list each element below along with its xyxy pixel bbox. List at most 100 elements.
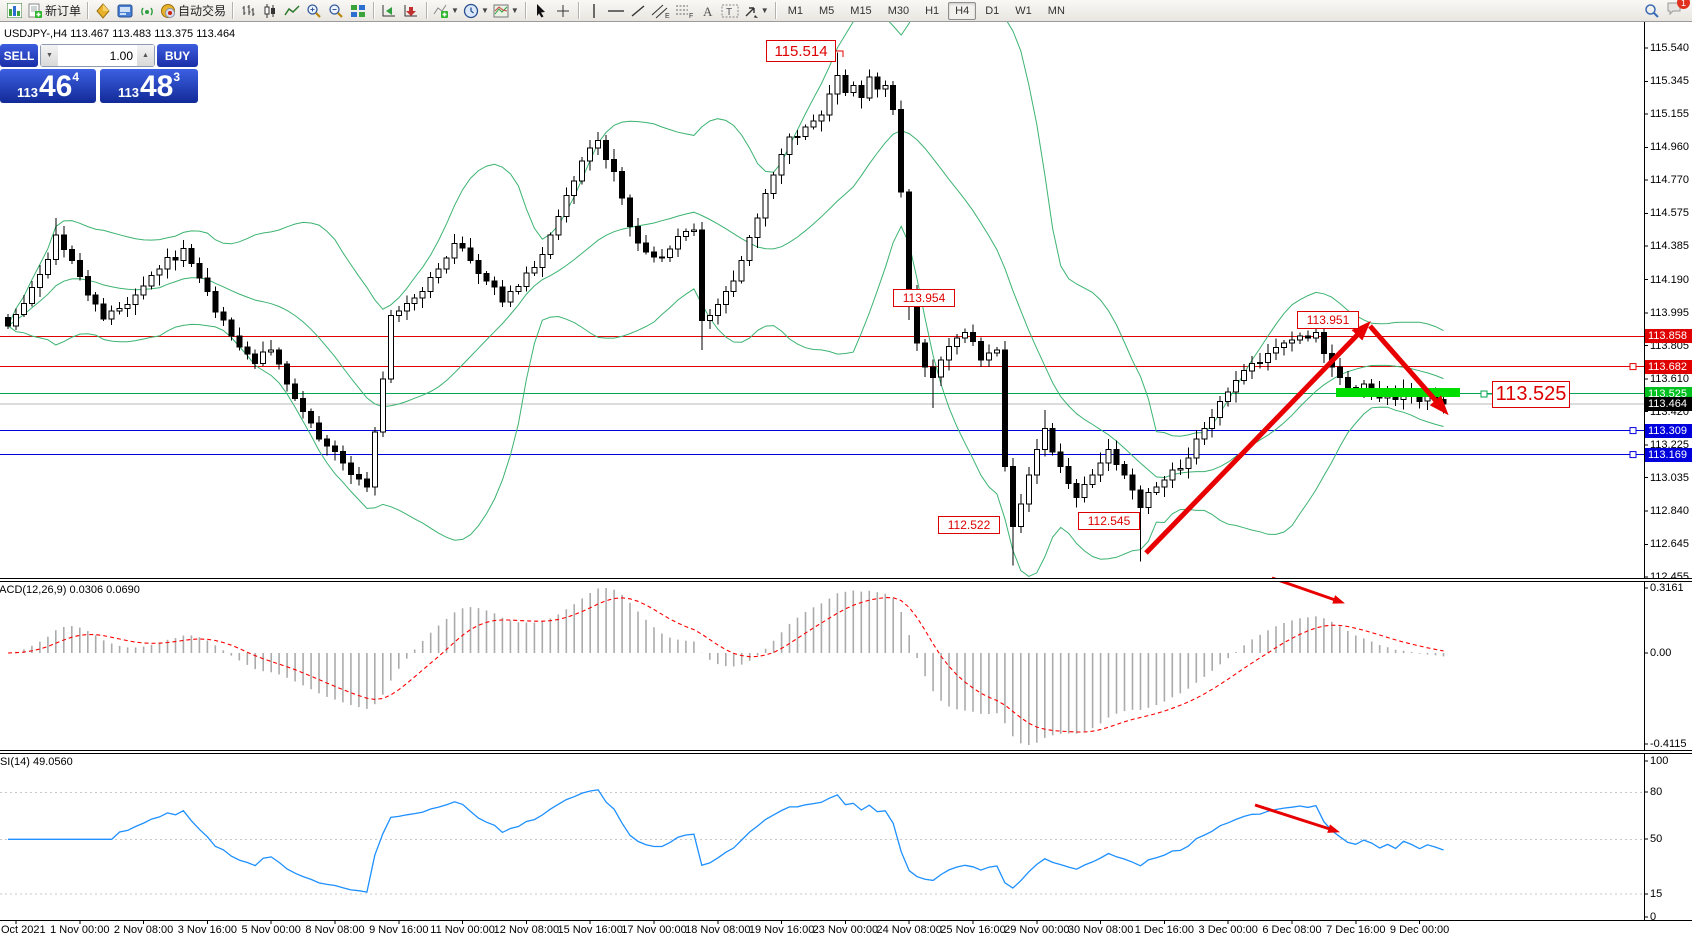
rsi-axis-label: 15	[1650, 888, 1663, 900]
annotation-label-112.522[interactable]: 112.522	[938, 516, 1000, 534]
svg-text:E: E	[665, 13, 670, 19]
macd-indicator-label: MACD(12,26,9) 0.0306 0.0690	[0, 584, 140, 596]
price-axis-label: 113.035	[1650, 471, 1689, 484]
annotation-label-113.951[interactable]: 113.951	[1297, 311, 1359, 329]
chart-shift-button[interactable]	[400, 1, 422, 21]
time-axis-label: 12 Nov 08:00	[493, 924, 560, 936]
trendline-tool[interactable]	[627, 1, 649, 21]
cursor-icon	[536, 3, 545, 17]
indicators-button[interactable]: ▼	[431, 1, 461, 21]
price-axis-label: 114.385	[1650, 240, 1689, 253]
annotation-label-113.525[interactable]: 113.525	[1492, 381, 1570, 408]
buy-price-sup: 3	[173, 70, 181, 84]
buy-button[interactable]: BUY	[157, 44, 198, 67]
timeframe-D1[interactable]: D1	[985, 4, 1000, 17]
price-axis-label: 114.190	[1650, 273, 1689, 286]
equidistant-channel-tool[interactable]: E	[649, 1, 673, 21]
time-axis-label: 29 Nov 00:00	[1004, 924, 1070, 936]
timeframe-M15[interactable]: M15	[850, 4, 872, 17]
vertical-line-tool[interactable]	[583, 1, 605, 21]
svg-text:T: T	[726, 7, 732, 18]
auto-trading-button[interactable]: 自动交易	[158, 1, 228, 21]
sell-price-display[interactable]: 113 46 4	[0, 69, 97, 103]
new-order-button[interactable]: 新订单	[25, 1, 83, 21]
arrows-tool[interactable]: ▼	[741, 1, 771, 21]
auto-scroll-button[interactable]	[378, 1, 400, 21]
timeframe-MN[interactable]: MN	[1047, 4, 1065, 17]
svg-text:F: F	[689, 13, 693, 19]
timeframe-H4[interactable]: H4	[948, 1, 977, 20]
text-tool[interactable]: A	[697, 1, 719, 21]
search-icon[interactable]	[1644, 3, 1660, 19]
trend-arrow[interactable]	[1368, 324, 1449, 416]
time-axis-label: 2 Nov 08:00	[113, 924, 174, 936]
rsi-axis-label: 50	[1650, 833, 1663, 845]
toolbar-separator	[774, 2, 776, 19]
templates-icon	[493, 4, 509, 17]
time-axis-label: 18 Nov 08:00	[685, 924, 751, 936]
main-toolbar: 新订单 自动交易 ▼ ▼	[0, 0, 1692, 22]
terminal-button[interactable]	[114, 1, 136, 21]
volume-decrease-button[interactable]: ▼	[41, 45, 58, 66]
price-axis-label: 115.540	[1650, 42, 1689, 54]
text-label-tool[interactable]: T	[719, 1, 741, 21]
time-axis-label: 3 Dec 00:00	[1198, 924, 1258, 936]
terminal-icon	[117, 4, 133, 17]
trend-arrow[interactable]	[1144, 320, 1371, 555]
text-label-icon: T	[721, 4, 739, 18]
sell-button[interactable]: SELL	[0, 44, 38, 67]
trend-arrow[interactable]	[1254, 803, 1340, 833]
timeframe-M1[interactable]: M1	[787, 4, 803, 17]
panel-separator-macd-rsi[interactable]	[0, 750, 1692, 754]
toolbar-separator	[577, 2, 579, 19]
time-axis-label: 9 Dec 00:00	[1389, 924, 1450, 936]
templates-button[interactable]: ▼	[491, 1, 521, 21]
toolbar-separator	[87, 2, 89, 19]
buy-price-display[interactable]: 113 48 3	[100, 69, 198, 103]
trend-arrow[interactable]	[1271, 576, 1345, 604]
fibonacci-tool[interactable]: F	[673, 1, 697, 21]
auto-trading-icon	[161, 3, 176, 18]
time-axis-label: 5 Nov 00:00	[241, 924, 301, 936]
timeframe-M30[interactable]: M30	[887, 4, 910, 17]
line-chart-button[interactable]	[281, 1, 303, 21]
cursor-tool-button[interactable]	[530, 1, 552, 21]
trendline-icon	[631, 4, 645, 17]
annotation-label-112.545[interactable]: 112.545	[1078, 512, 1140, 530]
window-menu-icon[interactable]	[3, 1, 25, 21]
timeframe-H1[interactable]: H1	[925, 4, 940, 17]
candlestick-chart-button[interactable]	[259, 1, 281, 21]
crosshair-tool-button[interactable]	[552, 1, 574, 21]
timeframe-M5[interactable]: M5	[819, 4, 835, 17]
periods-button[interactable]: ▼	[461, 1, 491, 21]
timeframe-W1[interactable]: W1	[1015, 4, 1032, 17]
bar-chart-button[interactable]	[237, 1, 259, 21]
time-axis-label: 1 Dec 16:00	[1134, 924, 1195, 936]
signals-button[interactable]	[136, 1, 158, 21]
toolbar-right-group: 1	[1644, 0, 1690, 21]
annotation-label-113.954[interactable]: 113.954	[893, 289, 955, 307]
price-badge-113.169: 113.169	[1645, 447, 1692, 462]
time-axis-label: 15 Nov 16:00	[557, 924, 623, 936]
zoom-in-button[interactable]	[303, 1, 325, 21]
volume-value[interactable]: 1.00	[109, 48, 133, 63]
tile-windows-button[interactable]	[347, 1, 369, 21]
horizontal-line-tool[interactable]	[605, 1, 627, 21]
price-axis-label: 112.840	[1650, 505, 1689, 518]
toolbar-separator	[426, 2, 428, 19]
annotation-label-115.514[interactable]: 115.514	[766, 40, 836, 62]
metaeditor-icon	[96, 2, 110, 19]
panel-separator-main-macd[interactable]	[0, 578, 1692, 582]
notifications-button[interactable]: 1	[1666, 0, 1690, 21]
price-axis-label: 115.345	[1650, 75, 1689, 88]
indicators-icon	[433, 4, 449, 18]
volume-increase-button[interactable]: ▲	[137, 45, 154, 66]
zoom-out-button[interactable]	[325, 1, 347, 21]
price-axis-label: 115.155	[1650, 108, 1689, 121]
chart-shift-icon	[404, 4, 417, 16]
buy-price-prefix: 113	[117, 85, 139, 100]
time-axis-label: 23 Nov 00:00	[812, 924, 879, 936]
metaeditor-button[interactable]	[92, 1, 114, 21]
dropdown-caret-icon: ▼	[451, 5, 459, 15]
